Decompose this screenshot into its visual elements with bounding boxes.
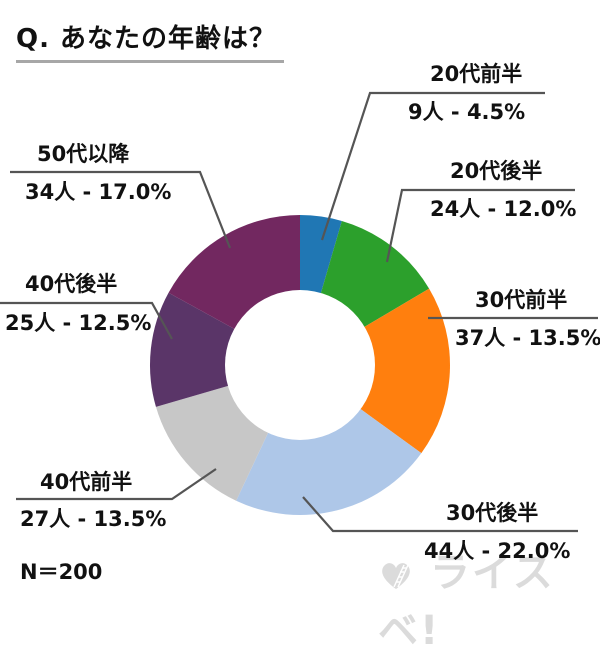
leader-line-40s-late bbox=[0, 301, 173, 340]
label-category: 20代後半 bbox=[450, 159, 543, 183]
chart-title: Q. あなたの年齢は？ bbox=[16, 24, 277, 54]
leader-line-20s-early bbox=[320, 91, 545, 241]
label-value: 9人 - 4.5% bbox=[408, 100, 526, 124]
label-50s-plus-value: 34人 - 17.0% bbox=[25, 182, 171, 203]
label-30s-early-value: 37人 - 13.5% bbox=[455, 328, 600, 349]
label-value: 44人 - 22.0% bbox=[424, 539, 571, 563]
label-20s-late: 20代後半 bbox=[450, 161, 542, 182]
leader-line-40s-early bbox=[16, 468, 217, 501]
label-40s-late: 40代後半 bbox=[25, 274, 117, 295]
donut-hole bbox=[225, 290, 375, 440]
label-value: 34人 - 17.0% bbox=[25, 180, 172, 204]
label-40s-early: 40代前半 bbox=[40, 472, 132, 493]
leader-line-50s-plus bbox=[10, 170, 232, 249]
label-value: 25人 - 12.5% bbox=[5, 311, 152, 335]
label-30s-late: 30代後半 bbox=[446, 503, 538, 524]
label-category: 50代以降 bbox=[37, 142, 130, 166]
donut-slice bbox=[150, 292, 300, 407]
label-30s-early: 30代前半 bbox=[475, 290, 567, 311]
label-category: 30代前半 bbox=[475, 288, 568, 312]
leader-lines bbox=[0, 91, 598, 533]
label-category: 30代後半 bbox=[446, 501, 539, 525]
heart-ladder-icon bbox=[378, 557, 414, 593]
label-20s-late-value: 24人 - 12.0% bbox=[430, 199, 576, 220]
label-50s-plus: 50代以降 bbox=[37, 144, 129, 165]
leader-line-30s-late bbox=[302, 496, 578, 533]
sample-size-label: N＝200 bbox=[20, 560, 103, 584]
label-category: 40代後半 bbox=[25, 272, 118, 296]
donut-slice bbox=[300, 288, 450, 454]
label-category: 20代前半 bbox=[430, 62, 523, 86]
label-40s-late-value: 25人 - 12.5% bbox=[5, 313, 151, 334]
label-30s-late-value: 44人 - 22.0% bbox=[424, 541, 570, 562]
label-value: 27人 - 13.5% bbox=[20, 507, 167, 531]
label-value: 37人 - 13.5% bbox=[455, 326, 600, 350]
donut-slices bbox=[150, 215, 450, 515]
donut-chart bbox=[0, 91, 598, 533]
leader-line-20s-late bbox=[385, 188, 575, 263]
title-underline bbox=[16, 60, 284, 63]
label-20s-early: 20代前半 bbox=[430, 64, 522, 85]
label-value: 24人 - 12.0% bbox=[430, 197, 577, 221]
label-40s-early-value: 27人 - 13.5% bbox=[20, 509, 166, 530]
label-category: 40代前半 bbox=[40, 470, 133, 494]
label-20s-early-value: 9人 - 4.5% bbox=[408, 102, 525, 123]
